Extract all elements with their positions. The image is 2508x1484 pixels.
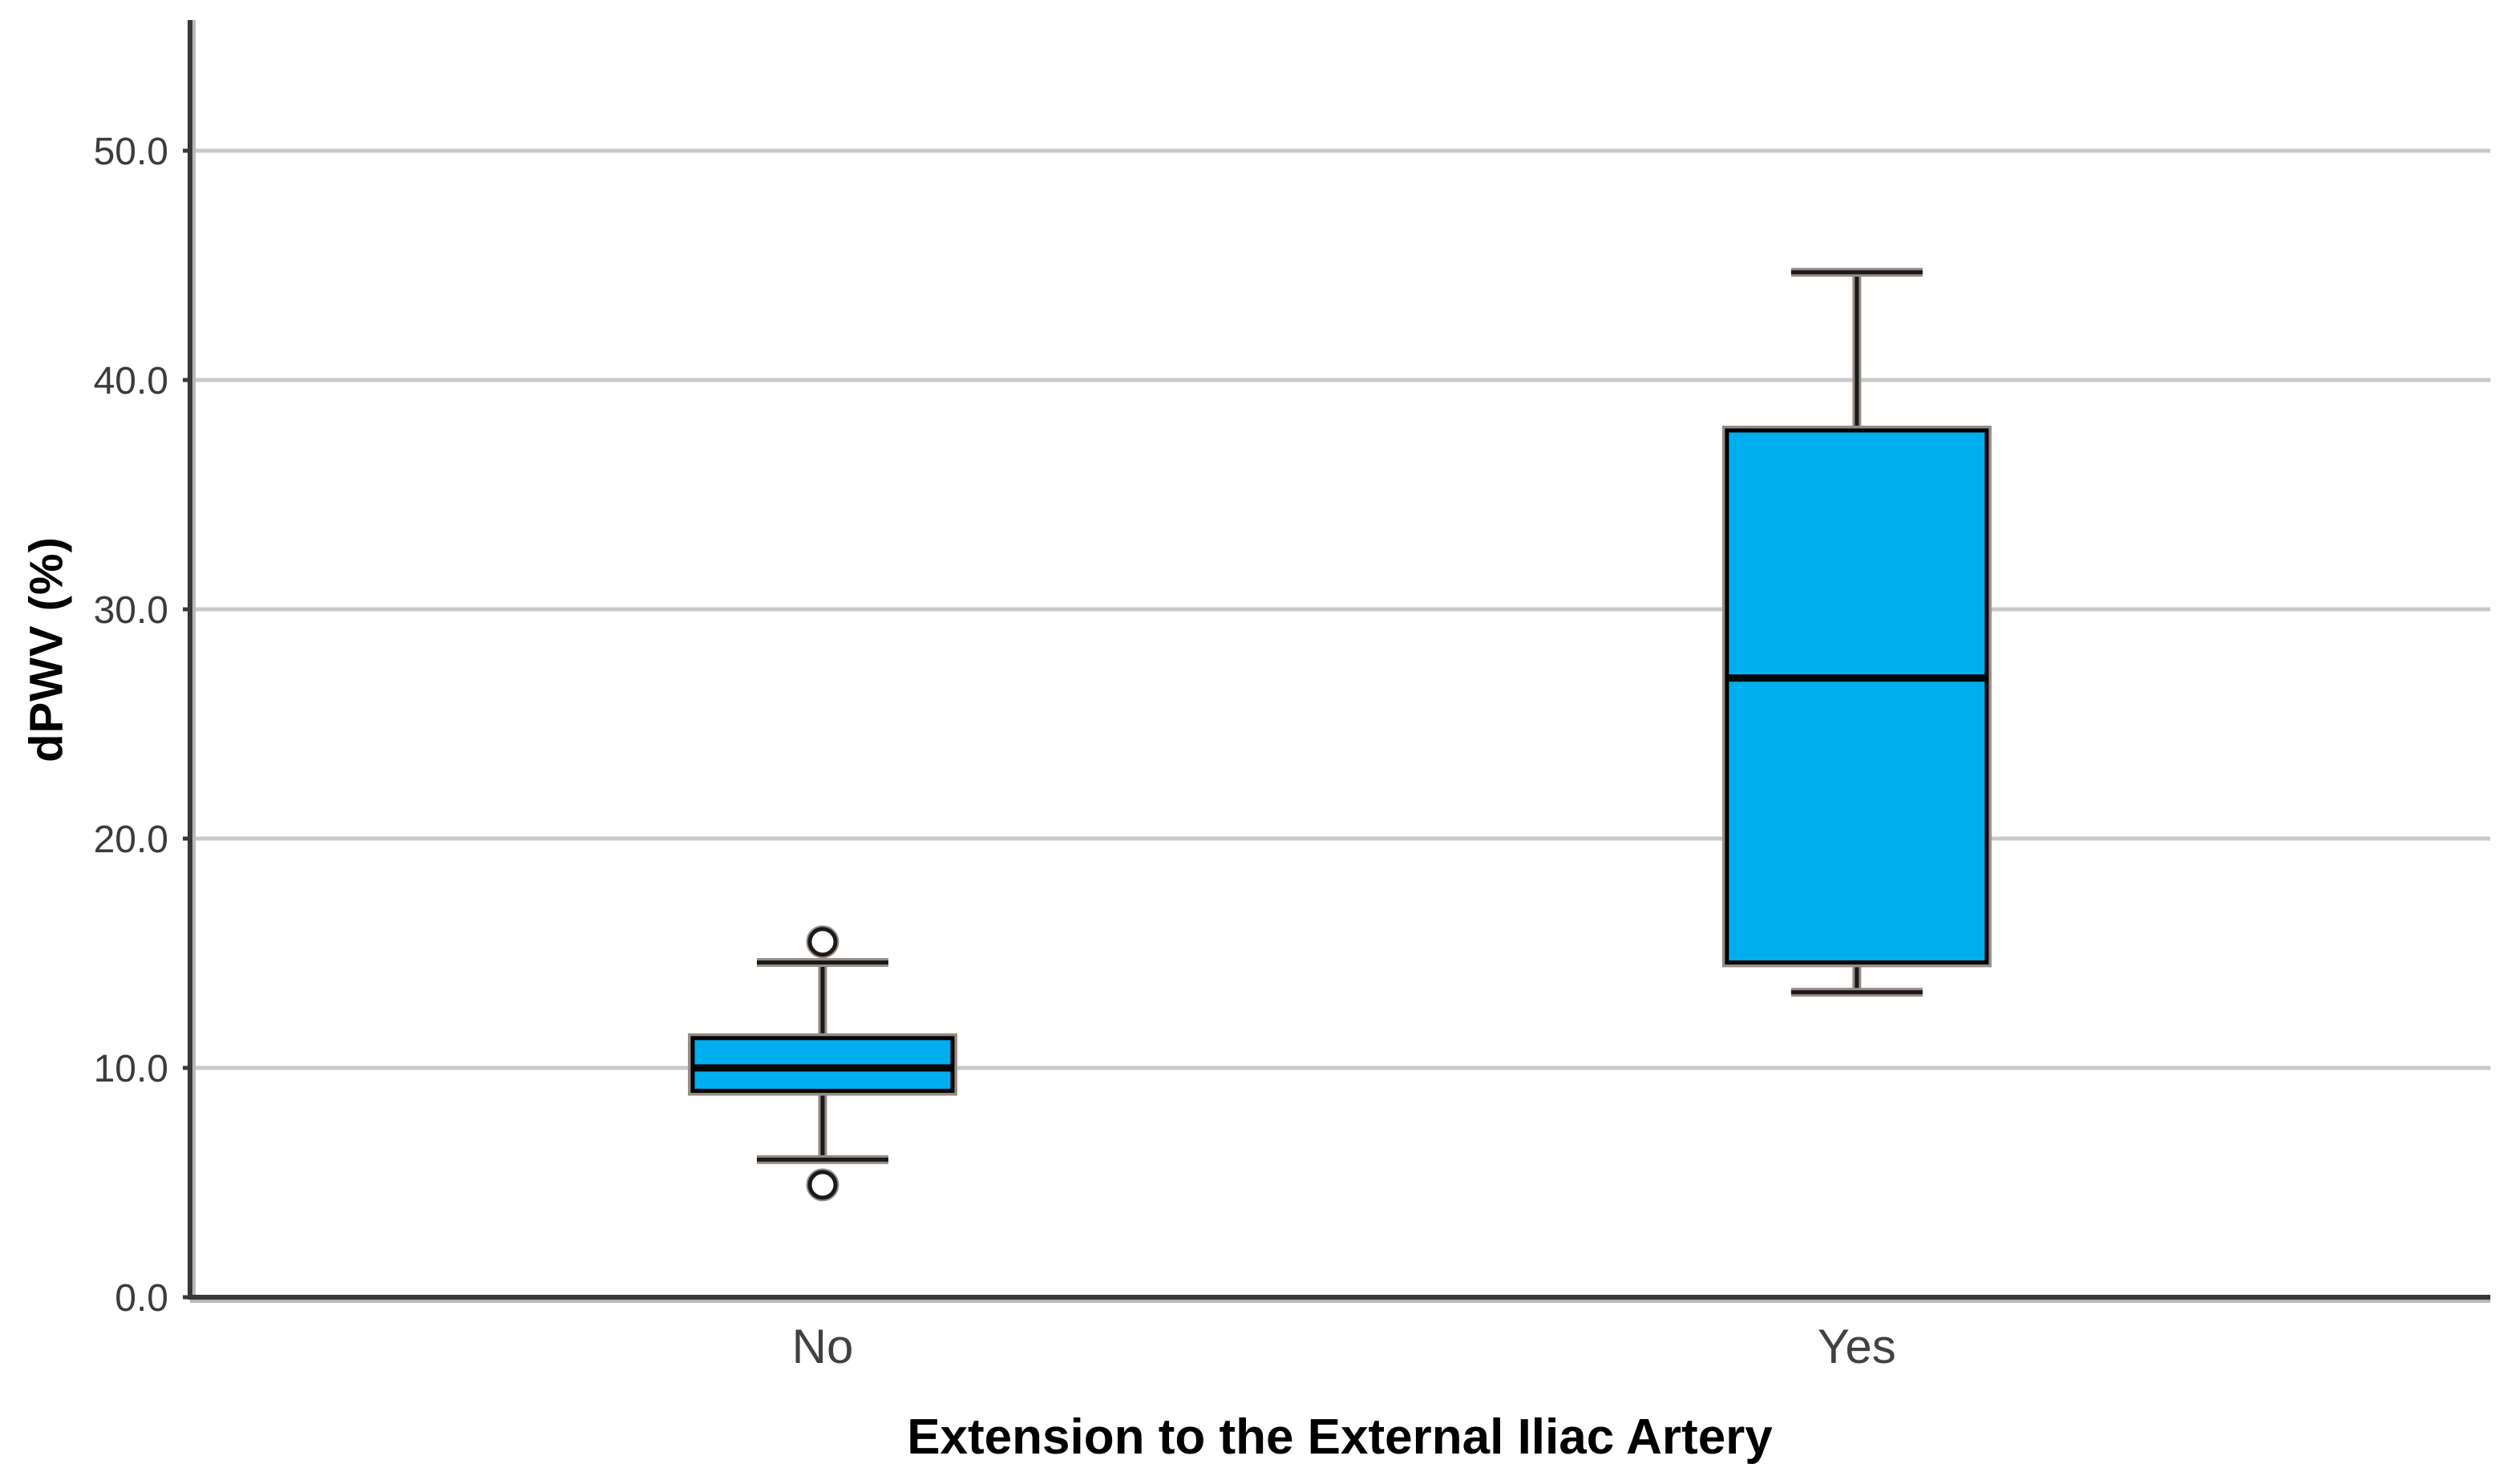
outlier-point	[807, 1170, 838, 1200]
y-tick-label: 50.0	[94, 131, 168, 173]
y-tick-label: 20.0	[94, 819, 168, 861]
y-tick-label: 40.0	[94, 360, 168, 402]
x-axis-title: Extension to the External Iliac Artery	[907, 1409, 1773, 1465]
y-tick-label: 30.0	[94, 589, 168, 632]
x-category-label: Yes	[1818, 1320, 1896, 1373]
y-tick-label: 10.0	[94, 1048, 168, 1090]
y-tick-label: 0.0	[115, 1277, 168, 1320]
box-yes	[1725, 428, 1989, 964]
y-axis-title: dPWV (%)	[20, 536, 73, 762]
x-category-label: No	[792, 1320, 854, 1373]
outlier-point	[807, 927, 838, 957]
